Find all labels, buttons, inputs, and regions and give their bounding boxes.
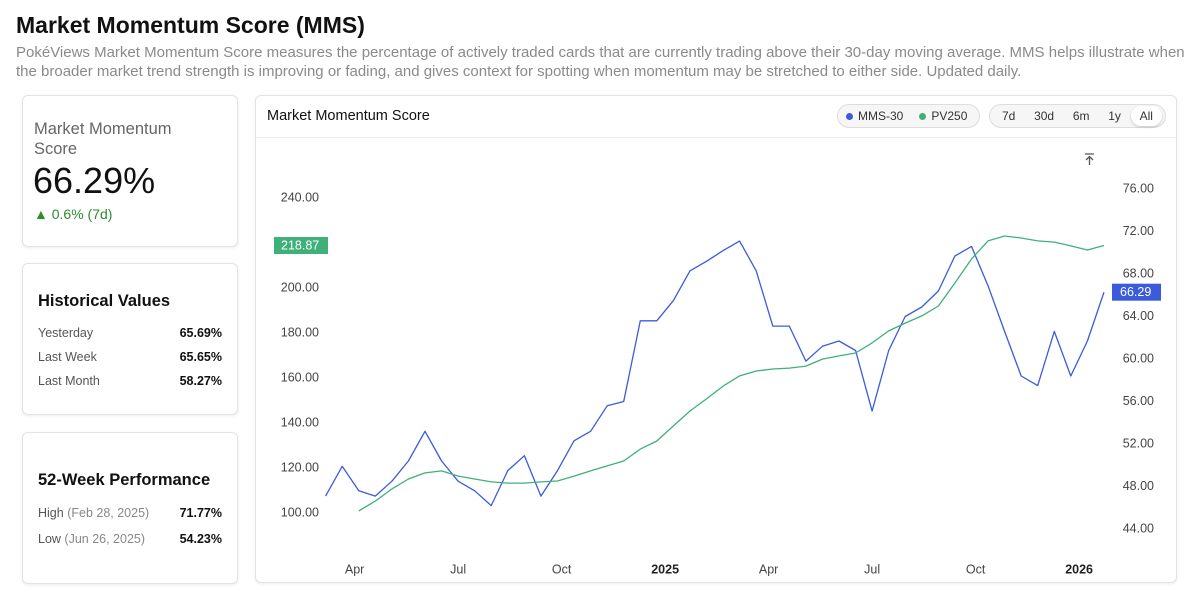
x-tick-label: Oct [552, 562, 572, 576]
x-tick-label: Jul [450, 562, 466, 576]
range-button[interactable]: 6m [1072, 109, 1090, 123]
y-tick-label: 200.00 [281, 280, 319, 294]
y-tick-label: 140.00 [281, 415, 319, 429]
export-arrow[interactable] [1085, 153, 1094, 165]
end-value-label: 218.87 [281, 238, 319, 252]
y-tick-label: 180.00 [281, 325, 319, 339]
row-value: 65.69% [179, 326, 222, 340]
summary-label: Market Momentum Score [34, 120, 172, 158]
row-value: 71.77% [179, 506, 222, 520]
chart-card: Market Momentum Score MMS-30 PV250 7d 30d 6… [255, 95, 1177, 583]
y2-tick-label: 64.00 [1123, 309, 1154, 323]
x-tick-label: Jul [864, 562, 880, 576]
series-line [358, 235, 1105, 512]
y2-tick-label: 52.00 [1123, 436, 1154, 450]
plot: 100.00120.00140.00160.00180.00200.00220.… [274, 153, 1161, 576]
x-tick-label: Apr [759, 562, 778, 576]
range-button[interactable]: 30d [1034, 109, 1055, 123]
range-selector: 7d 30d 6m 1y All [989, 104, 1166, 128]
y2-tick-label: 56.00 [1123, 394, 1154, 408]
chart-title: Market Momentum Score [267, 108, 430, 124]
performance-row: High (Feb 28, 2025) 71.77% [38, 506, 222, 520]
performance-card: 52-Week Performance High (Feb 28, 2025) 7… [22, 432, 238, 584]
change-text: 0.6% (7d) [51, 206, 113, 222]
end-value-label: 66.29 [1120, 285, 1151, 299]
page-description: PokéViews Market Momentum Score measures… [16, 44, 1185, 80]
series-line [325, 240, 1105, 507]
header-divider [256, 137, 1176, 138]
row-label: Yesterday [38, 326, 94, 340]
row-value: 58.27% [179, 374, 222, 388]
legend-label: MMS-30 [858, 109, 904, 123]
range-button[interactable]: 1y [1108, 109, 1121, 123]
range-button[interactable]: 7d [1002, 109, 1016, 123]
performance-title: 52-Week Performance [38, 471, 211, 489]
legend: MMS-30 PV250 [837, 104, 980, 128]
y-tick-label: 120.00 [281, 460, 319, 474]
row-label: Last Month [38, 374, 100, 388]
end-value-tag [1112, 283, 1161, 301]
y2-tick-label: 76.00 [1123, 181, 1154, 195]
legend-item[interactable]: MMS-30 [846, 109, 903, 123]
historical-title: Historical Values [38, 292, 171, 310]
y2-tick-label: 72.00 [1123, 224, 1154, 238]
page-title: Market Momentum Score (MMS) [16, 12, 365, 38]
y2-tick-label: 60.00 [1123, 351, 1154, 365]
range-button[interactable]: All [1130, 106, 1162, 126]
summary-change: ▲ 0.6% (7d) [34, 206, 113, 222]
y2-tick-label: 44.00 [1123, 521, 1154, 535]
legend-item[interactable]: PV250 [919, 109, 967, 123]
row-value: 65.65% [179, 350, 222, 364]
historical-row: Last Week 65.65% [38, 350, 222, 364]
export-icon[interactable] [1085, 153, 1094, 165]
y-tick-label: 100.00 [281, 505, 319, 519]
row-date: (Feb 28, 2025) [67, 506, 150, 520]
y-tick-label: 240.00 [281, 190, 319, 204]
x-tick-label: Oct [966, 562, 986, 576]
y2-tick-label: 68.00 [1123, 266, 1154, 280]
row-label: Low [38, 532, 61, 546]
summary-card: Market Momentum Score 66.29% ▲ 0.6% (7d) [22, 95, 238, 247]
y2-tick-label: 48.00 [1123, 479, 1154, 493]
performance-row: Low (Jun 26, 2025) 54.23% [38, 532, 222, 546]
legend-swatch [846, 112, 853, 120]
historical-card: Historical Values Yesterday 65.69% Last W… [22, 263, 238, 415]
y-tick-label: 160.00 [281, 370, 319, 384]
legend-label: PV250 [931, 109, 968, 123]
chart: 100.00120.00140.00160.00180.00200.00220.… [274, 153, 1161, 576]
legend-swatch [919, 112, 927, 120]
row-value: 54.23% [179, 532, 222, 546]
historical-row: Yesterday 65.69% [38, 326, 222, 340]
end-value-tag [274, 237, 328, 255]
summary-value: 66.29% [33, 160, 156, 201]
row-label: Last Week [38, 350, 97, 364]
historical-row: Last Month 58.27% [38, 374, 222, 388]
row-date: (Jun 26, 2025) [64, 532, 146, 546]
row-label: High [38, 506, 64, 520]
x-tick-label: Apr [345, 562, 364, 576]
x-tick-label: 2026 [1065, 562, 1093, 576]
x-tick-label: 2025 [651, 562, 679, 576]
